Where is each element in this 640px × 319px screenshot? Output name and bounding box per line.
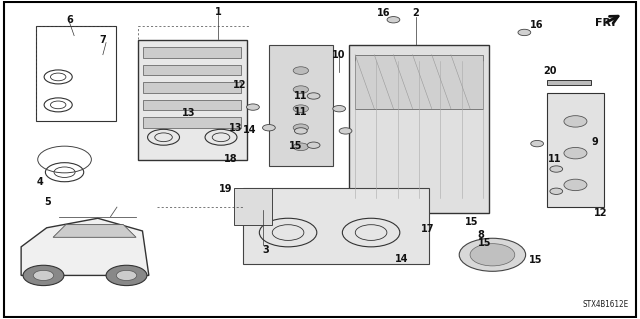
Bar [143,65,241,75]
Circle shape [339,128,352,134]
Text: 13: 13 [229,123,243,133]
Bar [36,26,116,122]
Circle shape [460,238,525,271]
Text: 12: 12 [594,209,608,219]
Text: 3: 3 [262,245,269,255]
Text: 15: 15 [289,141,303,151]
Text: 6: 6 [67,15,73,25]
Text: 11: 11 [548,154,562,165]
Bar [143,100,241,110]
Circle shape [307,93,320,99]
Text: 2: 2 [412,8,419,19]
Text: 7: 7 [99,35,106,45]
Circle shape [550,188,563,195]
Circle shape [333,106,346,112]
Circle shape [33,270,54,280]
Bar [143,48,241,58]
Text: 1: 1 [214,7,221,17]
Bar [349,45,489,213]
Circle shape [564,147,587,159]
Text: 20: 20 [543,66,557,76]
Circle shape [293,86,308,93]
Bar [355,55,483,109]
Text: 18: 18 [224,154,237,164]
Text: 16: 16 [377,8,390,18]
Text: 16: 16 [531,20,544,31]
Polygon shape [53,225,136,237]
Circle shape [293,124,308,131]
Bar [234,188,272,225]
Text: 14: 14 [243,125,257,135]
Text: 15: 15 [465,217,479,227]
Text: 19: 19 [220,184,233,194]
Circle shape [470,244,515,266]
Bar [547,93,604,207]
Circle shape [246,104,259,110]
Circle shape [564,116,587,127]
Circle shape [293,143,308,151]
Bar [138,41,246,160]
Text: 13: 13 [182,108,196,118]
Bar [547,80,591,85]
Circle shape [106,265,147,286]
Text: 15: 15 [478,238,492,248]
Circle shape [293,105,308,113]
Bar [143,82,241,93]
Bar [269,45,333,166]
Text: 11: 11 [294,91,307,101]
Text: 4: 4 [37,177,44,187]
Text: 14: 14 [395,254,408,263]
Text: 8: 8 [477,230,484,240]
Circle shape [307,142,320,148]
Circle shape [262,124,275,131]
Text: 5: 5 [44,197,51,207]
Circle shape [23,265,64,286]
Text: 10: 10 [332,50,346,60]
Circle shape [116,270,137,280]
Text: 11: 11 [294,108,307,117]
Text: 12: 12 [233,80,246,90]
Text: STX4B1612E: STX4B1612E [582,300,628,309]
Circle shape [550,166,563,172]
Bar [243,188,429,264]
Bar [143,117,241,128]
Circle shape [564,179,587,191]
Text: FR.: FR. [595,18,615,28]
Text: 15: 15 [529,255,543,265]
Text: 9: 9 [591,137,598,147]
Text: 17: 17 [420,224,434,234]
Circle shape [293,67,308,74]
Polygon shape [21,218,149,275]
Circle shape [387,17,400,23]
Circle shape [531,140,543,147]
Circle shape [518,29,531,36]
Circle shape [294,128,307,134]
